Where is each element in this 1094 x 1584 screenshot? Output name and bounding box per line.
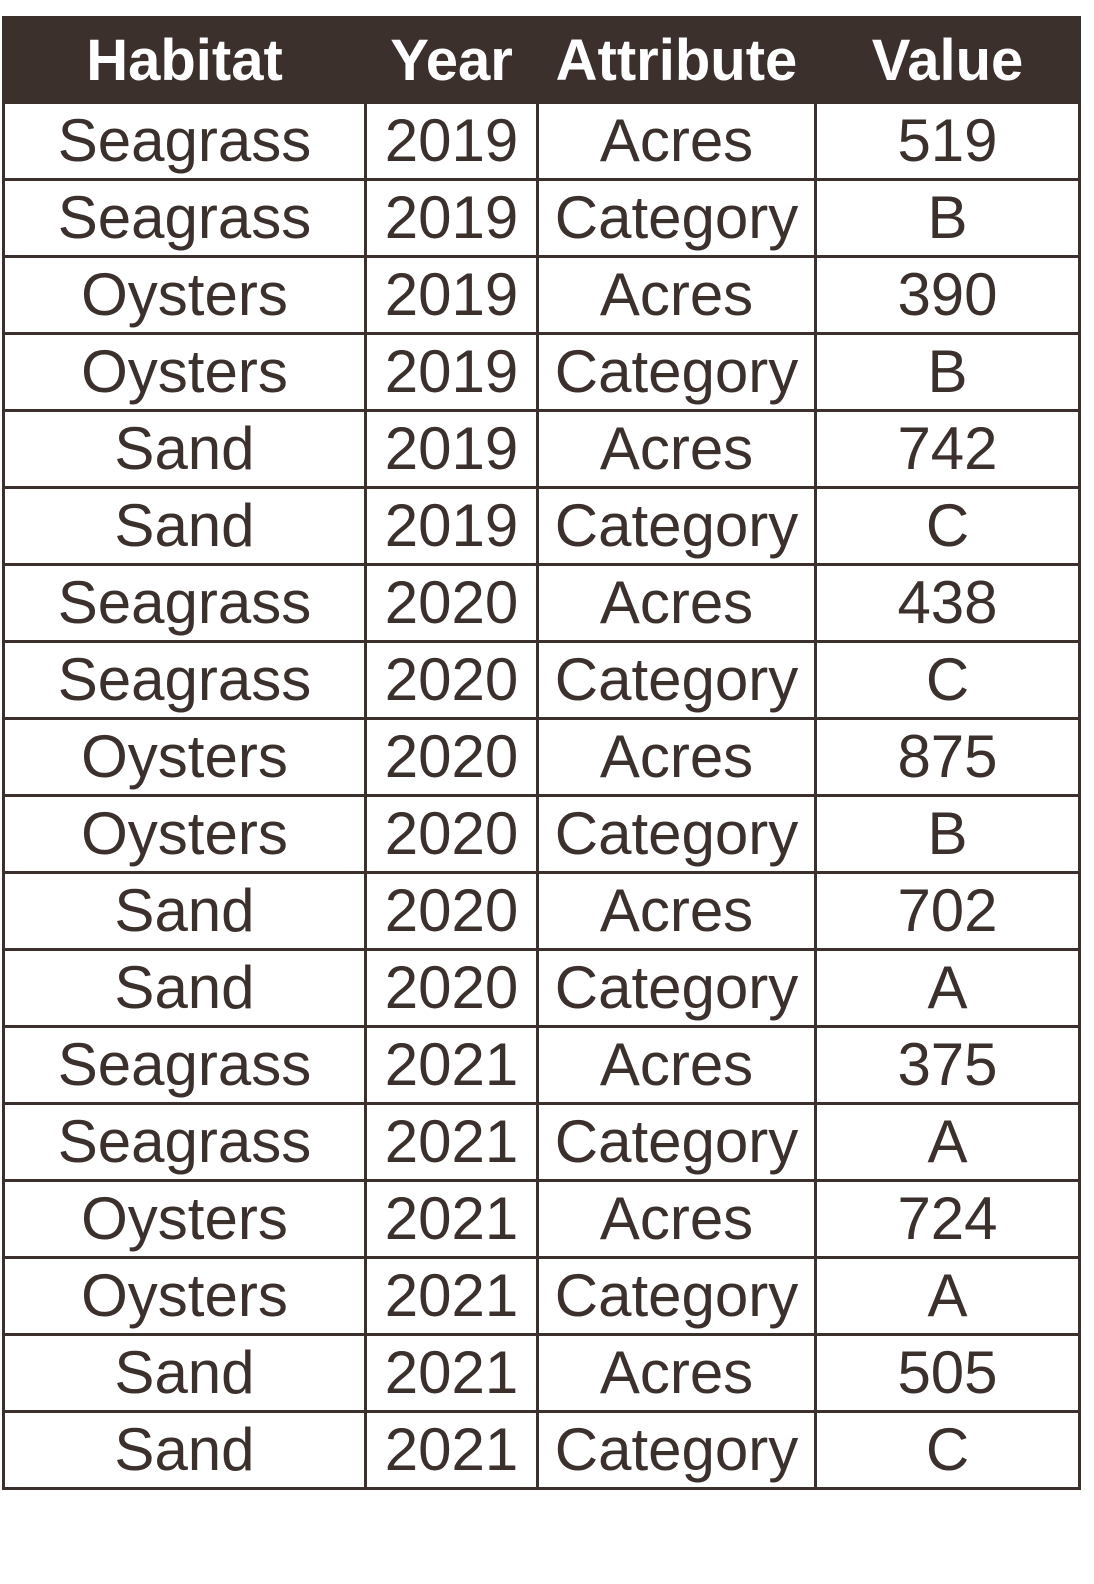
value-cell: C [814,486,1081,566]
habitat-cell: Seagrass [2,640,367,720]
attribute-cell: Category [536,794,817,874]
attribute-cell: Acres [536,717,817,797]
value-cell: A [814,1102,1081,1182]
value-cell: 519 [814,101,1081,181]
attribute-cell: Acres [536,1025,817,1105]
value-cell: 742 [814,409,1081,489]
habitat-cell: Seagrass [2,101,367,181]
table-row: Oysters 2020 Acres 875 [2,717,1081,797]
habitat-cell: Oysters [2,1256,367,1336]
table-header: Habitat Year Attribute Value [2,16,1081,104]
table-row: Seagrass 2020 Category C [2,640,1081,720]
habitat-cell: Sand [2,948,367,1028]
attribute-cell: Category [536,1410,817,1490]
table-row: Seagrass 2020 Acres 438 [2,563,1081,643]
year-cell: 2021 [364,1333,539,1413]
table-body: Seagrass 2019 Acres 519 Seagrass 2019 Category… [2,101,1081,1490]
year-cell: 2019 [364,486,539,566]
attribute-cell: Acres [536,563,817,643]
year-cell: 2021 [364,1102,539,1182]
table-row: Oysters 2020 Category B [2,794,1081,874]
header-row: Habitat Year Attribute Value [2,16,1081,104]
value-cell: C [814,1410,1081,1490]
habitat-cell: Seagrass [2,1102,367,1182]
habitat-cell: Sand [2,1410,367,1490]
table-row: Seagrass 2019 Acres 519 [2,101,1081,181]
habitat-cell: Seagrass [2,178,367,258]
habitat-cell: Sand [2,486,367,566]
table-row: Sand 2019 Acres 742 [2,409,1081,489]
attribute-cell: Category [536,1256,817,1336]
year-cell: 2021 [364,1410,539,1490]
year-cell: 2020 [364,948,539,1028]
table-row: Sand 2021 Acres 505 [2,1333,1081,1413]
value-cell: B [814,794,1081,874]
table-row: Sand 2019 Category C [2,486,1081,566]
year-cell: 2019 [364,255,539,335]
attribute-cell: Acres [536,101,817,181]
table-row: Oysters 2021 Category A [2,1256,1081,1336]
value-cell: B [814,332,1081,412]
table-row: Seagrass 2021 Category A [2,1102,1081,1182]
value-cell: 390 [814,255,1081,335]
header-year: Year [364,16,539,104]
year-cell: 2020 [364,640,539,720]
table-row: Oysters 2019 Category B [2,332,1081,412]
attribute-cell: Category [536,948,817,1028]
habitat-table: Habitat Year Attribute Value Seagrass 201… [2,16,1081,1490]
year-cell: 2021 [364,1256,539,1336]
attribute-cell: Acres [536,1179,817,1259]
value-cell: 702 [814,871,1081,951]
habitat-cell: Seagrass [2,1025,367,1105]
habitat-cell: Seagrass [2,563,367,643]
header-attribute: Attribute [536,16,817,104]
table-row: Oysters 2021 Acres 724 [2,1179,1081,1259]
habitat-cell: Sand [2,1333,367,1413]
table-row: Sand 2020 Acres 702 [2,871,1081,951]
year-cell: 2019 [364,332,539,412]
attribute-cell: Acres [536,1333,817,1413]
attribute-cell: Category [536,486,817,566]
table-row: Seagrass 2019 Category B [2,178,1081,258]
value-cell: A [814,1256,1081,1336]
table-row: Sand 2021 Category C [2,1410,1081,1490]
value-cell: 875 [814,717,1081,797]
year-cell: 2019 [364,409,539,489]
value-cell: 724 [814,1179,1081,1259]
value-cell: 505 [814,1333,1081,1413]
habitat-cell: Sand [2,871,367,951]
table-row: Sand 2020 Category A [2,948,1081,1028]
habitat-cell: Oysters [2,717,367,797]
header-value: Value [814,16,1081,104]
value-cell: B [814,178,1081,258]
table-row: Oysters 2019 Acres 390 [2,255,1081,335]
attribute-cell: Category [536,178,817,258]
value-cell: A [814,948,1081,1028]
habitat-cell: Oysters [2,794,367,874]
year-cell: 2020 [364,871,539,951]
attribute-cell: Acres [536,871,817,951]
attribute-cell: Category [536,1102,817,1182]
year-cell: 2020 [364,794,539,874]
value-cell: C [814,640,1081,720]
year-cell: 2021 [364,1025,539,1105]
attribute-cell: Acres [536,255,817,335]
year-cell: 2021 [364,1179,539,1259]
habitat-table-container: Habitat Year Attribute Value Seagrass 201… [2,16,1081,1490]
habitat-cell: Oysters [2,255,367,335]
attribute-cell: Category [536,640,817,720]
year-cell: 2019 [364,178,539,258]
header-habitat: Habitat [2,16,367,104]
attribute-cell: Category [536,332,817,412]
year-cell: 2020 [364,563,539,643]
value-cell: 438 [814,563,1081,643]
attribute-cell: Acres [536,409,817,489]
habitat-cell: Oysters [2,332,367,412]
year-cell: 2019 [364,101,539,181]
habitat-cell: Oysters [2,1179,367,1259]
value-cell: 375 [814,1025,1081,1105]
year-cell: 2020 [364,717,539,797]
table-row: Seagrass 2021 Acres 375 [2,1025,1081,1105]
habitat-cell: Sand [2,409,367,489]
